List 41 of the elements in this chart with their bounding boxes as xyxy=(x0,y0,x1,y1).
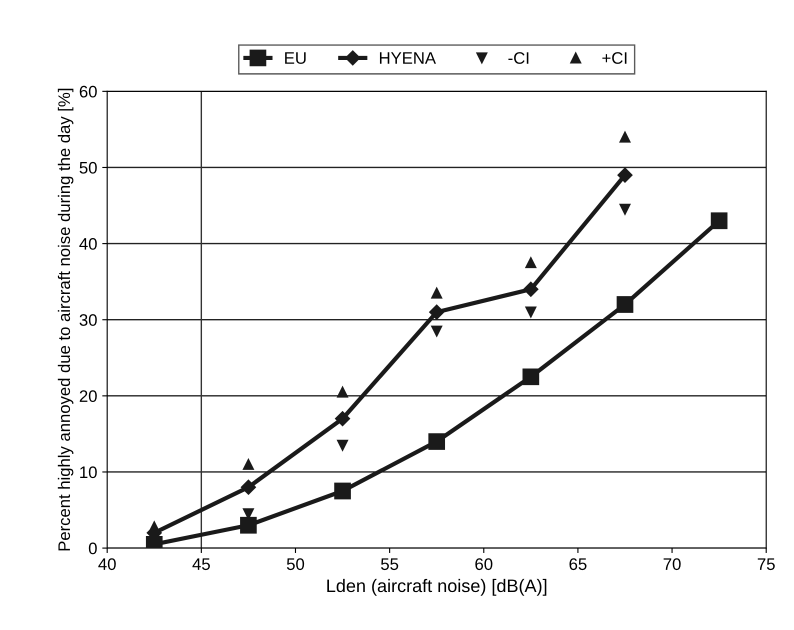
y-tick-label: 60 xyxy=(80,86,97,98)
point xyxy=(523,282,538,297)
point xyxy=(240,480,256,495)
y-tick-label: 50 xyxy=(80,162,97,174)
legend-label: EU xyxy=(285,52,306,64)
point xyxy=(619,204,631,215)
point xyxy=(334,482,351,500)
x-tick-label: 45 xyxy=(192,558,210,570)
y-tick-label: 30 xyxy=(80,314,97,326)
y-tick-label: 0 xyxy=(88,542,97,554)
point xyxy=(431,288,442,299)
legend-label: +CI xyxy=(602,52,626,64)
x-tick-label: 40 xyxy=(98,558,116,570)
x-tick-label: 50 xyxy=(286,558,304,570)
point xyxy=(710,212,728,230)
point xyxy=(429,304,444,320)
point xyxy=(525,306,536,318)
x-tick-label: 75 xyxy=(758,558,775,570)
y-tick-label: 10 xyxy=(80,466,97,478)
x-tick-label: 60 xyxy=(475,558,492,570)
point xyxy=(334,411,350,426)
point xyxy=(619,131,631,143)
point xyxy=(616,296,634,313)
legend-label: -CI xyxy=(508,52,528,64)
point xyxy=(617,168,633,183)
y-axis-title: Percent highly annoyed due to aircraft noise during the day [%] xyxy=(58,88,74,550)
point xyxy=(337,440,348,451)
legend-label: HYENA xyxy=(380,52,436,64)
point xyxy=(428,433,446,450)
x-tick-label: 55 xyxy=(381,558,398,570)
x-tick-label: 70 xyxy=(664,558,681,570)
point xyxy=(240,516,257,534)
x-tick-label: 65 xyxy=(569,558,586,570)
y-tick-label: 20 xyxy=(80,390,97,402)
point xyxy=(525,257,536,268)
point xyxy=(242,458,254,470)
point xyxy=(337,386,348,398)
point xyxy=(431,326,442,337)
point xyxy=(522,368,540,386)
y-tick-label: 40 xyxy=(79,238,97,250)
x-axis-title: Lden (aircraft noise) [dB(A)] xyxy=(327,578,546,596)
